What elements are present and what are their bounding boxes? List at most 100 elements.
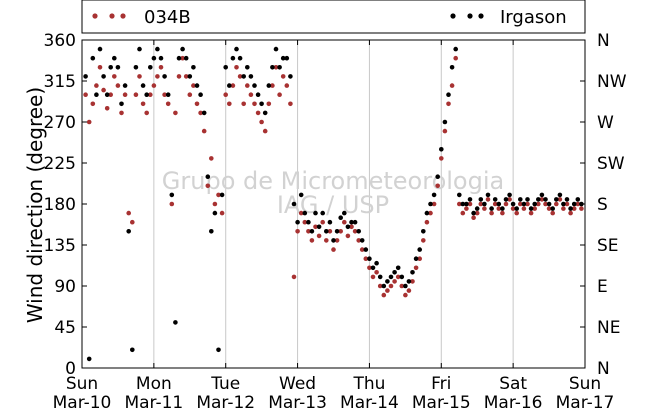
y-tick-label: 45 [54, 318, 76, 338]
x-tick-label-day: Wed [279, 374, 316, 394]
point-034b [273, 65, 279, 70]
point-irgason [209, 229, 214, 234]
point-irgason [489, 206, 494, 211]
point-irgason [212, 210, 218, 216]
point-irgason [165, 92, 171, 97]
point-irgason [327, 219, 333, 225]
point-irgason [424, 210, 430, 216]
point-034b [435, 183, 441, 189]
point-irgason [345, 224, 351, 230]
point-irgason [564, 197, 570, 202]
point-irgason [144, 92, 149, 97]
point-irgason [359, 238, 365, 243]
point-irgason [403, 283, 408, 289]
point-034b [557, 197, 563, 202]
point-irgason [280, 55, 286, 61]
x-tick-label-date: Mar-13 [268, 393, 327, 409]
point-034b [388, 283, 394, 289]
point-irgason [252, 83, 257, 88]
point-034b [514, 210, 519, 216]
point-irgason [126, 229, 131, 234]
point-034b [392, 279, 397, 284]
point-irgason [478, 197, 484, 202]
point-irgason [151, 55, 157, 61]
point-irgason [410, 270, 415, 275]
point-034b [277, 92, 282, 97]
point-irgason [363, 247, 369, 252]
point-034b [101, 87, 106, 93]
point-irgason [97, 46, 103, 52]
point-irgason [352, 219, 358, 225]
point-034b [385, 288, 390, 293]
point-034b [568, 210, 573, 216]
x-tick-label-date: Mar-14 [340, 393, 399, 409]
point-034b [130, 219, 135, 225]
point-034b [507, 197, 512, 202]
point-034b [482, 206, 487, 211]
point-034b [126, 210, 131, 216]
point-034b [496, 206, 502, 211]
point-034b [306, 229, 311, 234]
x-tick-label-date: Mar-10 [53, 393, 112, 409]
point-034b [428, 210, 433, 216]
point-irgason [575, 197, 581, 202]
point-irgason [205, 174, 211, 179]
point-034b [241, 101, 246, 107]
point-irgason [392, 270, 397, 275]
point-irgason [338, 215, 344, 220]
point-034b [457, 201, 462, 207]
point-034b [478, 201, 484, 207]
x-tick-label-date: Mar-16 [484, 393, 543, 409]
point-034b [298, 210, 304, 216]
point-034b [474, 210, 480, 216]
point-034b [539, 197, 545, 202]
point-034b [492, 201, 498, 207]
point-034b [108, 92, 113, 97]
point-irgason [349, 219, 354, 225]
point-irgason [90, 55, 96, 61]
point-034b [309, 238, 315, 243]
point-irgason [568, 206, 573, 211]
point-034b [198, 110, 203, 116]
point-irgason [216, 347, 221, 353]
point-034b [144, 110, 149, 116]
point-irgason [554, 197, 559, 202]
point-034b [284, 83, 290, 88]
point-irgason [320, 210, 326, 216]
point-irgason [367, 256, 372, 262]
point-034b [324, 238, 329, 243]
legend-marker-034b [92, 13, 126, 19]
x-tick-label-day: Fri [431, 374, 451, 394]
point-034b [485, 197, 491, 202]
point-034b [399, 283, 405, 289]
point-034b [280, 74, 286, 79]
point-034b [500, 210, 505, 216]
point-irgason [284, 55, 290, 61]
point-034b [97, 65, 103, 70]
point-irgason [295, 219, 300, 225]
point-irgason [395, 265, 401, 271]
point-irgason [532, 201, 537, 207]
point-irgason [223, 65, 228, 70]
point-irgason [219, 192, 225, 198]
point-034b [148, 92, 153, 97]
y-tick-label-right: E [597, 277, 608, 297]
x-tick-label-day: Sun [569, 374, 601, 394]
point-034b [112, 74, 117, 79]
point-034b [550, 210, 555, 216]
point-034b [359, 247, 365, 252]
point-034b [194, 101, 200, 107]
point-irgason [377, 274, 383, 280]
point-034b [460, 210, 466, 216]
point-irgason [503, 197, 509, 202]
point-034b [561, 206, 566, 211]
point-irgason [446, 92, 451, 97]
point-034b [338, 229, 344, 234]
point-034b [227, 101, 232, 107]
legend-label-irgason: Irgason [500, 7, 567, 28]
point-034b [169, 201, 175, 207]
point-irgason [457, 192, 462, 198]
y-tick-label: 360 [44, 31, 76, 51]
point-034b [370, 274, 376, 280]
